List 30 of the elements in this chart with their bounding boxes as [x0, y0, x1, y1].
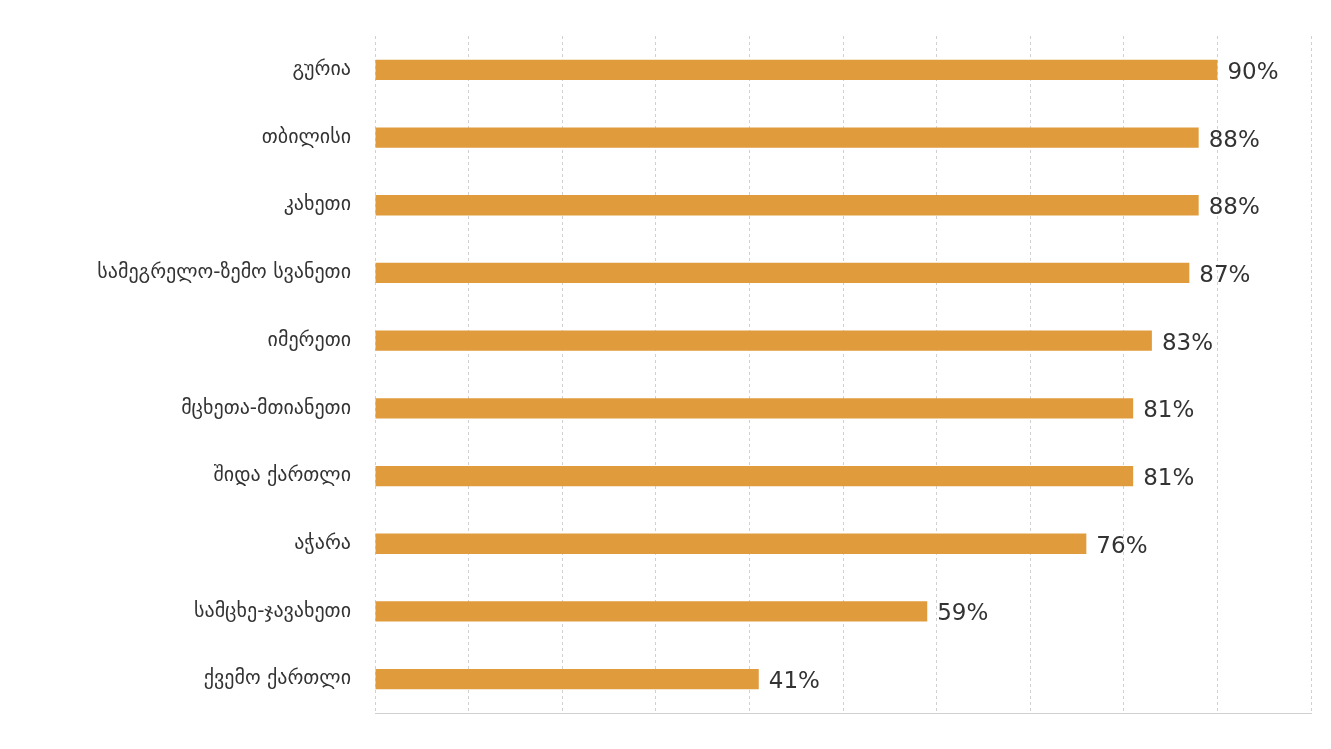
data-label: 81%	[1143, 396, 1195, 423]
data-label: 90%	[1227, 57, 1279, 84]
bar	[375, 601, 928, 622]
y-tick-label: კახეთი	[283, 191, 351, 216]
data-label: 81%	[1143, 464, 1195, 491]
bar	[375, 533, 1087, 554]
bar	[375, 465, 1134, 487]
y-tick-label: სამცხე-ჯავახეთი	[194, 597, 351, 622]
bar	[375, 669, 759, 690]
data-label: 59%	[937, 599, 989, 626]
y-tick-label: იმერეთი	[267, 326, 351, 351]
data-label: 83%	[1161, 328, 1214, 355]
y-tick-label: მცხეთა-მთიანეთი	[181, 394, 351, 419]
bar	[375, 59, 1218, 81]
bar	[375, 127, 1199, 148]
y-tick-label: შიდა ქართლი	[213, 462, 351, 487]
y-tick-label: ქვემო ქართლი	[203, 665, 351, 690]
data-label: 88%	[1208, 125, 1260, 152]
data-label: 41%	[768, 667, 820, 694]
bar	[375, 398, 1134, 419]
data-label: 87%	[1199, 260, 1251, 287]
data-label: 76%	[1096, 531, 1148, 558]
bar	[375, 195, 1199, 216]
bar	[375, 330, 1152, 351]
data-label: 88%	[1208, 193, 1260, 220]
y-tick-label: გურია	[292, 56, 351, 81]
bar	[375, 262, 1190, 284]
y-tick-label: თბილისი	[261, 123, 351, 148]
y-tick-label: აჭარა	[294, 529, 351, 554]
y-tick-label: სამეგრელო-ზემო სვანეთი	[97, 259, 351, 284]
